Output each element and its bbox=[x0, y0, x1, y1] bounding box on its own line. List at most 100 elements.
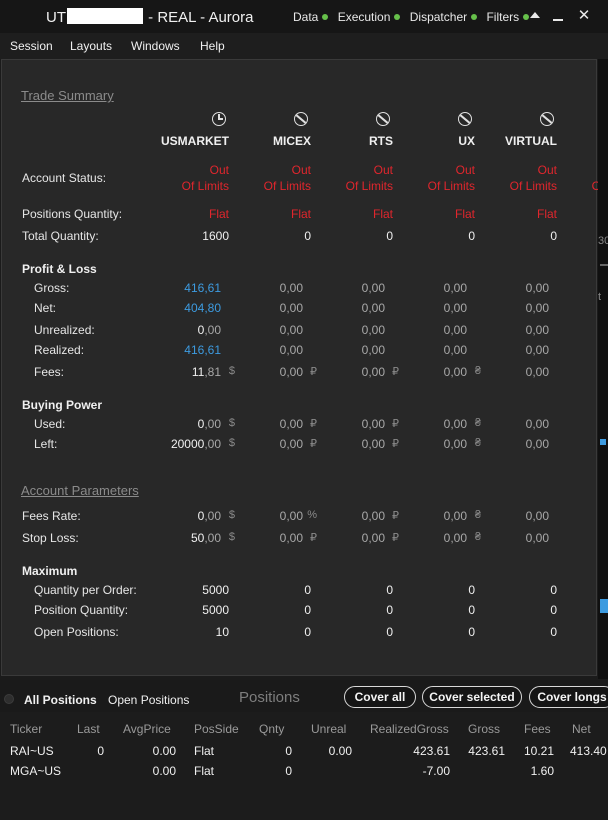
column-header-gross[interactable]: Gross bbox=[468, 722, 501, 736]
no-entry-icon[interactable] bbox=[540, 112, 554, 126]
value-integer: 0 bbox=[197, 509, 205, 523]
column-header-avgprice[interactable]: AvgPrice bbox=[123, 722, 171, 736]
value: 50,00 bbox=[191, 531, 221, 545]
connection-dispatcher[interactable]: Dispatcher bbox=[410, 10, 478, 24]
value: 0,00 bbox=[444, 417, 467, 431]
menu-bar: Session Layouts Windows Help bbox=[0, 33, 608, 59]
menu-session[interactable]: Session bbox=[10, 39, 53, 53]
account-status-usmarket: Out bbox=[209, 163, 229, 177]
exchange-header-usmarket[interactable]: USMARKET bbox=[161, 134, 229, 148]
value-integer: 0 bbox=[197, 323, 205, 337]
value-decimal: ,00 bbox=[286, 365, 303, 379]
value-decimal: ,00 bbox=[532, 417, 549, 431]
tab-open-positions[interactable]: Open Positions bbox=[108, 693, 190, 707]
value-decimal: ,00 bbox=[204, 323, 221, 337]
no-entry-icon[interactable] bbox=[458, 112, 472, 126]
cover-all-button[interactable]: Cover all bbox=[344, 686, 416, 708]
no-entry-icon[interactable] bbox=[294, 112, 308, 126]
value-decimal: ,00 bbox=[204, 417, 221, 431]
column-header-realizedgross[interactable]: RealizedGross bbox=[370, 722, 449, 736]
unrealized-ux: 0,00 bbox=[395, 323, 475, 339]
exchange-header-ux[interactable]: UX bbox=[458, 134, 475, 148]
net-label: Net: bbox=[34, 301, 57, 315]
tab-all-positions[interactable]: All Positions bbox=[24, 693, 97, 707]
used-usmarket: 0,00 $ bbox=[149, 417, 235, 433]
value-decimal: ,00 bbox=[450, 509, 467, 523]
value-integer: 11 bbox=[191, 365, 205, 379]
value-decimal: ,00 bbox=[286, 281, 303, 295]
value-integer: 0 bbox=[525, 437, 533, 451]
value-integer: 0 bbox=[525, 531, 533, 545]
cover-selected-button[interactable]: Cover selected bbox=[422, 686, 522, 708]
value-decimal: ,00 bbox=[368, 437, 385, 451]
column-header-posside[interactable]: PosSide bbox=[194, 722, 239, 736]
redacted-account-id bbox=[67, 8, 143, 24]
value-decimal: ,00 bbox=[450, 531, 467, 545]
net-virtual: 0,00 bbox=[477, 301, 557, 317]
column-header-fees[interactable]: Fees bbox=[524, 722, 551, 736]
used-virtual: 0,00 bbox=[477, 417, 557, 433]
value-integer: 0 bbox=[361, 509, 369, 523]
value: 0,00 bbox=[280, 417, 303, 431]
value: 0,00 bbox=[526, 531, 549, 545]
value-integer: 0 bbox=[197, 417, 205, 431]
column-header-ticker[interactable]: Ticker bbox=[10, 722, 43, 736]
value-integer: 0 bbox=[525, 281, 533, 295]
menu-layouts[interactable]: Layouts bbox=[70, 39, 113, 53]
collapse-icon[interactable] bbox=[527, 8, 543, 24]
value-integer: 0 bbox=[361, 343, 369, 357]
quantity-per-order-rts: 0 bbox=[386, 583, 393, 597]
currency-symbol: ₽ bbox=[310, 438, 317, 450]
menu-help[interactable]: Help bbox=[200, 39, 225, 53]
cover-longs-button[interactable]: Cover longs bbox=[529, 686, 608, 708]
maximum-heading: Maximum bbox=[22, 564, 78, 578]
stop-loss-virtual: 0,00 bbox=[477, 531, 557, 547]
currency-symbol: ₽ bbox=[392, 510, 399, 522]
close-icon[interactable]: ✕ bbox=[577, 7, 591, 24]
value: 0,00 bbox=[198, 417, 221, 431]
minimize-icon[interactable] bbox=[551, 8, 567, 24]
value-decimal: ,00 bbox=[286, 437, 303, 451]
column-header-last[interactable]: Last bbox=[77, 722, 100, 736]
open-positions-usmarket: 10 bbox=[215, 625, 229, 639]
currency-symbol: % bbox=[307, 509, 317, 521]
currency-symbol: ₴ bbox=[474, 531, 481, 543]
open-positions-micex: 0 bbox=[304, 625, 311, 639]
trade-summary-link[interactable]: Trade Summary bbox=[21, 88, 114, 103]
value: 0,00 bbox=[444, 437, 467, 451]
column-header-unreal[interactable]: Unreal bbox=[311, 722, 347, 736]
background-window-strip: 30 t bbox=[598, 59, 608, 679]
positions-quantity-label: Positions Quantity: bbox=[22, 207, 123, 221]
unrealized-usmarket: 0,00 bbox=[149, 323, 229, 339]
fees-rate-micex: 0,00% bbox=[231, 509, 317, 525]
position-quantity-label: Position Quantity: bbox=[34, 603, 129, 617]
value-integer: 0 bbox=[361, 417, 369, 431]
value-integer: 0 bbox=[279, 281, 287, 295]
connection-data[interactable]: Data bbox=[293, 10, 329, 24]
position-quantity-ux: 0 bbox=[468, 603, 475, 617]
clock-icon[interactable] bbox=[212, 112, 226, 126]
panel-handle-icon[interactable] bbox=[4, 694, 14, 704]
currency-symbol: ₽ bbox=[310, 532, 317, 544]
menu-windows[interactable]: Windows bbox=[131, 39, 180, 53]
value: 0,00 bbox=[526, 301, 549, 315]
column-header-qnty[interactable]: Qnty bbox=[259, 722, 285, 736]
value: 0,00 bbox=[444, 323, 467, 337]
connection-execution[interactable]: Execution bbox=[338, 10, 401, 24]
value: 0,00 bbox=[526, 509, 549, 523]
positions-title: Positions bbox=[239, 689, 300, 706]
exchange-header-virtual[interactable]: VIRTUAL bbox=[505, 134, 557, 148]
open-positions-label: Open Positions: bbox=[34, 625, 119, 639]
value: 0,00 bbox=[280, 301, 303, 315]
exchange-header-micex[interactable]: MICEX bbox=[272, 134, 311, 148]
connection-filters[interactable]: Filters bbox=[486, 10, 530, 24]
account-status-label: Account Status: bbox=[22, 171, 107, 185]
exchange-header-rts[interactable]: RTS bbox=[369, 134, 393, 148]
no-entry-icon[interactable] bbox=[376, 112, 390, 126]
account-parameters-link[interactable]: Account Parameters bbox=[21, 483, 139, 498]
unrealized-virtual: 0,00 bbox=[477, 323, 557, 339]
net-usmarket: 404,80 bbox=[149, 301, 229, 317]
value: 0,00 bbox=[444, 531, 467, 545]
column-header-net[interactable]: Net bbox=[572, 722, 591, 736]
value-integer: 20000 bbox=[170, 437, 205, 451]
